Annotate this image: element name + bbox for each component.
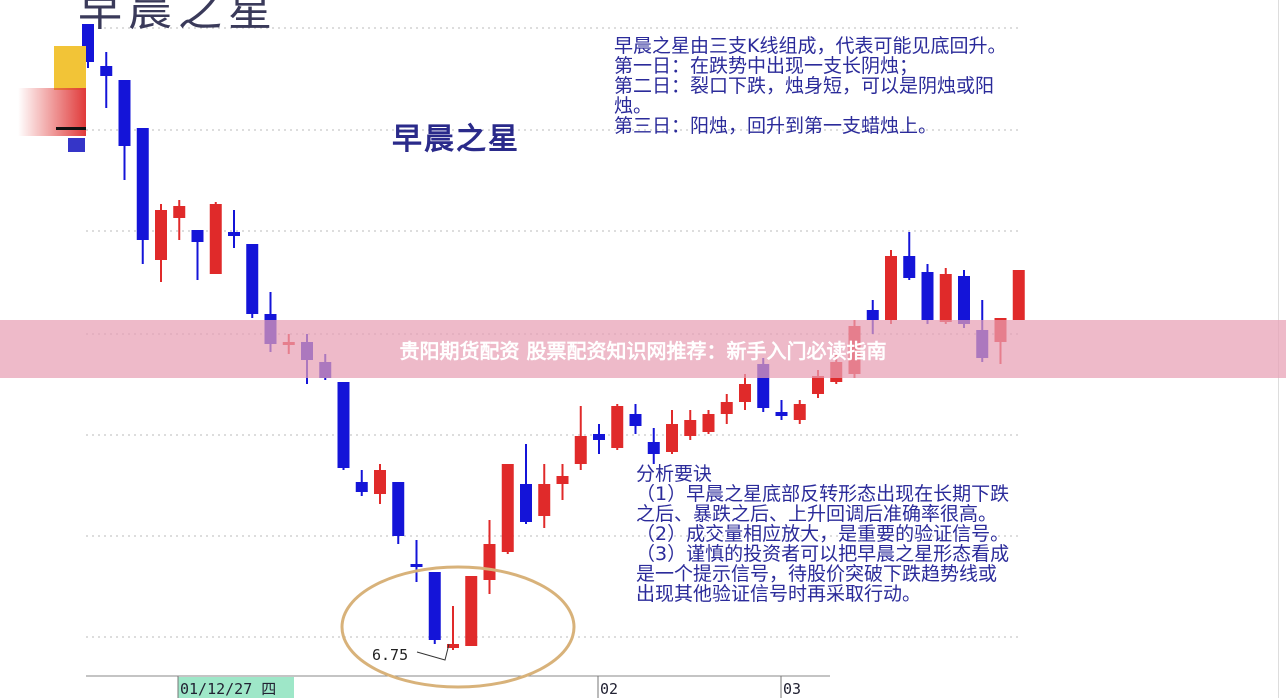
low-price-pointer	[416, 643, 450, 661]
candle-body	[739, 384, 751, 402]
candle-body	[666, 424, 678, 452]
candle-body	[885, 256, 897, 320]
candle-body	[1012, 270, 1025, 320]
candle-body	[392, 482, 405, 536]
candle-body	[593, 434, 605, 440]
pattern-description: 早晨之星由三支K线组成，代表可能见底回升。 第一日：在跌势中出现一支长阴烛； 第…	[614, 35, 1007, 137]
candle-body	[355, 482, 368, 492]
candle-body	[337, 382, 350, 468]
logo-black-line	[56, 127, 86, 130]
candle-body	[775, 412, 788, 416]
candle-body	[812, 376, 824, 394]
candle-body	[118, 80, 131, 146]
banner: 贵阳期货配资 股票配资知识网推荐：新手入门必读指南	[0, 320, 1286, 378]
x-tick-label: 03	[783, 680, 801, 698]
candle-body	[921, 272, 934, 320]
logo-blue-square	[68, 138, 85, 152]
candle-body	[903, 256, 916, 278]
logo-yellow-square	[54, 46, 86, 90]
candle-body	[100, 66, 113, 76]
candle-body	[538, 484, 551, 516]
candle-body	[939, 274, 952, 322]
x-tick-label: 02	[600, 680, 618, 698]
pattern-ellipse	[340, 565, 576, 689]
candle-body	[958, 276, 970, 324]
analysis-text: 分析要诀 （1）早晨之星底部反转形态出现在长期下跌之后、暴跌之后、上升回调后准确…	[636, 463, 1010, 605]
candle-body	[647, 442, 660, 454]
low-price-label: 6.75	[372, 646, 408, 664]
candle-body	[556, 476, 569, 484]
candle-body	[866, 310, 879, 320]
date-highlight	[178, 677, 294, 698]
candle-body	[447, 644, 459, 648]
candle-body	[793, 404, 806, 420]
candle-body	[209, 204, 222, 274]
candle-body	[374, 470, 386, 494]
candle-body	[574, 436, 587, 464]
candle-body	[520, 484, 532, 522]
candle-body	[246, 244, 259, 314]
top-title: 早晨之星	[78, 0, 278, 36]
candle-body	[501, 464, 514, 552]
x-tick-label: 01/12/27 四	[180, 680, 276, 698]
candle-body	[629, 414, 642, 426]
banner-text: 贵阳期货配资 股票配资知识网推荐：新手入门必读指南	[399, 338, 887, 363]
candle-body	[483, 544, 496, 580]
candle-body	[410, 564, 423, 567]
candle-body	[611, 406, 624, 448]
candle-body	[465, 576, 478, 646]
candle-body	[720, 402, 733, 414]
candle-body	[155, 210, 167, 260]
chart-title: 早晨之星	[392, 122, 520, 157]
candle-body	[173, 206, 186, 218]
candle-body	[136, 128, 149, 240]
candle-body	[684, 420, 697, 436]
candle-body	[702, 414, 715, 432]
candle-body	[228, 232, 240, 236]
candle-body	[191, 230, 204, 242]
candle-body	[428, 572, 441, 640]
